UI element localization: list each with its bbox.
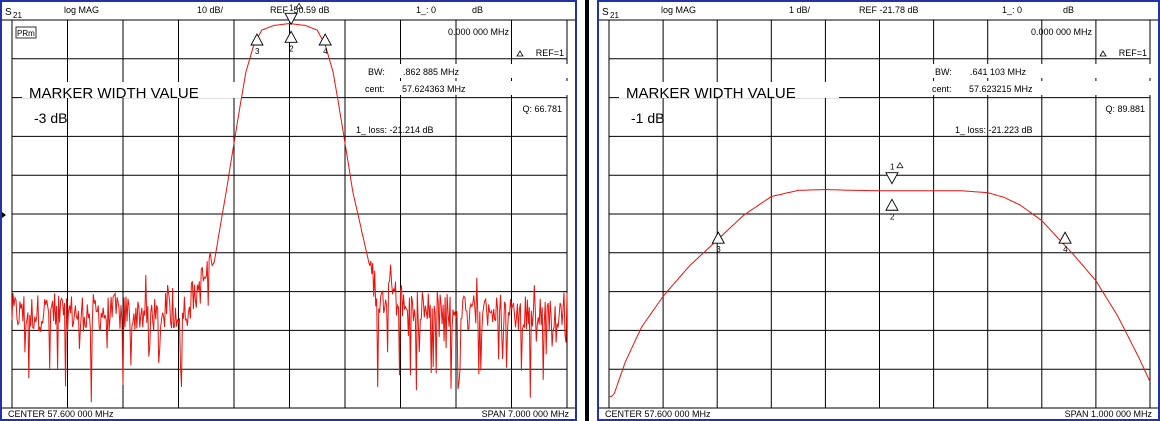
bw-bg: [362, 64, 571, 78]
span-frequency: SPAN 7.000 000 MHz: [482, 409, 570, 419]
marker-label: 1: [890, 163, 895, 172]
marker-triangle-up: [318, 33, 332, 46]
marker-unit: dB: [1063, 5, 1074, 15]
marker-freq-readout: 0.000 000 MHz: [1031, 27, 1093, 37]
ref-position-tick: [2, 212, 6, 218]
cent-bg: [357, 81, 571, 95]
q-value: Q: 89.881: [1105, 104, 1145, 114]
channel-subscript: 21: [13, 11, 22, 20]
ref-marker-readout: REF=1: [536, 48, 564, 58]
center-frequency: CENTER 57.600 000 MHz: [605, 409, 711, 419]
format-label: log MAG: [661, 5, 696, 15]
bw-value: .641 103 MHz: [970, 67, 1027, 77]
marker-triangle-down: [885, 172, 899, 185]
loss-value: 1_ loss: -21.214 dB: [356, 125, 434, 135]
marker-width-heading: MARKER WIDTH VALUE: [29, 85, 199, 102]
marker-width-heading: MARKER WIDTH VALUE: [626, 85, 796, 102]
trace-s21: [11, 22, 568, 403]
marker-1: 1: [284, 2, 303, 26]
marker-3: 3: [250, 33, 264, 56]
marker-4: 4: [318, 33, 332, 56]
width-value: -1 dB: [631, 110, 664, 126]
corner-label-box: [15, 26, 37, 39]
analyzer-panel-left: S 21 log MAG 10 dB/REF -50.59 dB 1_: 0 dB PRm 0…: [0, 0, 577, 421]
marker-label: 2: [289, 44, 294, 53]
marker-unit: dB: [472, 5, 483, 15]
channel-label: S: [602, 7, 609, 18]
analyzer-panel-right: S 21 log MAG 1 dB/REF -21.78 dB 1_: 0 dB 0.000…: [597, 0, 1160, 421]
channel-subscript: 21: [610, 11, 619, 20]
marker-2: 2: [284, 30, 298, 53]
marker-ref-delta-icon: [896, 162, 904, 169]
marker-4: 4: [1058, 231, 1072, 254]
marker-2: 2: [885, 198, 899, 221]
corner-label: PRm: [17, 29, 35, 38]
cent-label: cent:: [932, 84, 952, 94]
marker-triangle-down: [284, 12, 298, 26]
width-value: -3 dB: [34, 110, 67, 126]
bw-label: BW:: [368, 67, 385, 77]
ref-delta-icon: [1099, 50, 1107, 57]
marker-label: 3: [255, 47, 260, 56]
marker-triangle-up: [284, 30, 298, 43]
center-frequency: CENTER 57.600 000 MHz: [8, 409, 114, 419]
marker-ref-delta-icon: [295, 2, 303, 9]
bw-value: .862 885 MHz: [403, 67, 460, 77]
trace-s21: [609, 189, 1151, 397]
grid: [608, 19, 1151, 409]
q-value: Q: 66.781: [522, 104, 562, 114]
marker-label: 1: [289, 3, 294, 12]
marker-freq-readout: 0.000 000 MHz: [448, 27, 510, 37]
marker-3: 3: [711, 231, 726, 254]
cent-bg: [929, 81, 1154, 95]
heading-bg: [619, 82, 839, 98]
marker-triangle-up: [885, 198, 899, 211]
cent-value: 57.624363 MHz: [402, 84, 466, 94]
marker-triangle-up: [711, 231, 726, 244]
marker-readout: 1_: 0: [416, 5, 436, 15]
panel-separator: [585, 0, 589, 421]
ref-marker-readout: REF=1: [1119, 48, 1147, 58]
marker-triangle-up: [1058, 231, 1072, 244]
format-label: log MAG: [64, 5, 99, 15]
scale-label: 10 dB/: [197, 5, 224, 15]
cent-value: 57.623215 MHz: [969, 84, 1033, 94]
channel-label: S: [5, 7, 12, 18]
ref-label: REF -50.59 dB: [270, 5, 330, 15]
grid: [11, 19, 568, 409]
marker-label: 3: [716, 245, 721, 254]
ref-delta-icon: [516, 50, 524, 57]
bw-bg: [929, 64, 1154, 78]
heading-bg: [22, 82, 242, 98]
marker-label: 2: [890, 212, 895, 221]
marker-triangle-up: [250, 33, 264, 46]
cent-label: cent:: [365, 84, 385, 94]
marker-readout: 1_: 0: [1002, 5, 1022, 15]
marker-1: 1: [885, 162, 904, 185]
ref-label: REF -21.78 dB: [859, 5, 919, 15]
marker-label: 4: [323, 47, 328, 56]
span-frequency: SPAN 1.000 000 MHz: [1065, 409, 1153, 419]
scale-label: 1 dB/: [789, 5, 811, 15]
marker-label: 4: [1063, 245, 1068, 254]
loss-value: 1_ loss: -21.223 dB: [955, 125, 1033, 135]
bw-label: BW:: [935, 67, 952, 77]
